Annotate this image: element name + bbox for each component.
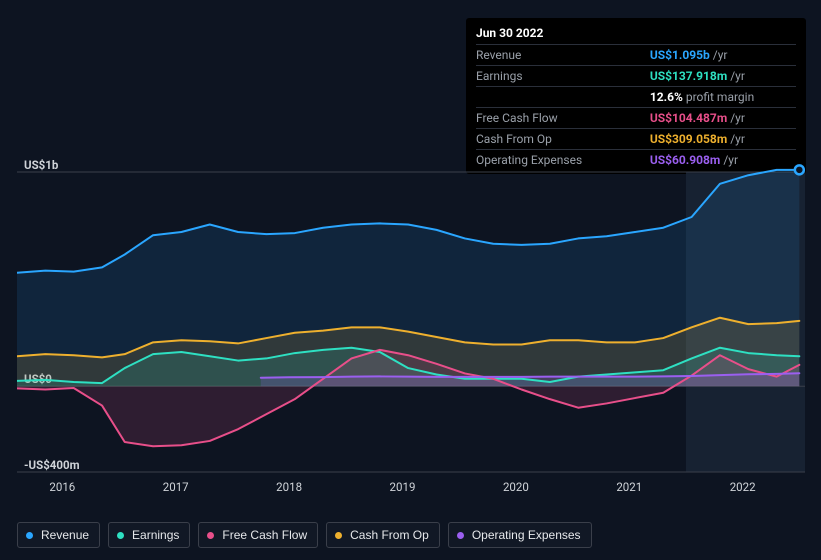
legend-dot-icon: [117, 532, 124, 539]
chart-tooltip: Jun 30 2022 RevenueUS$1.095b /yrEarnings…: [466, 18, 806, 174]
tooltip-row-value: US$309.058m /yr: [650, 129, 796, 150]
legend-dot-icon: [207, 532, 214, 539]
x-axis-label: 2016: [49, 480, 75, 494]
legend-dot-icon: [457, 532, 464, 539]
chart-area[interactable]: [17, 160, 805, 480]
legend-label: Operating Expenses: [472, 528, 581, 542]
tooltip-row-label: Cash From Op: [476, 129, 650, 150]
legend-toggle-revenue[interactable]: Revenue: [17, 522, 100, 548]
legend-toggle-fcf[interactable]: Free Cash Flow: [198, 522, 318, 548]
x-axis-label: 2021: [616, 480, 642, 494]
tooltip-date: Jun 30 2022: [476, 24, 796, 42]
tooltip-row-value: US$137.918m /yr: [650, 66, 796, 87]
legend-label: Cash From Op: [350, 528, 429, 542]
x-axis-label: 2020: [503, 480, 529, 494]
chart-legend: Revenue Earnings Free Cash Flow Cash From O…: [17, 522, 592, 548]
legend-toggle-cashop[interactable]: Cash From Op: [326, 522, 440, 548]
x-axis-label: 2018: [276, 480, 302, 494]
tooltip-row-value: US$104.487m /yr: [650, 108, 796, 129]
tooltip-row-value: 12.6% profit margin: [650, 87, 796, 108]
legend-label: Free Cash Flow: [222, 528, 307, 542]
line-chart-svg: [17, 160, 805, 480]
legend-toggle-opex[interactable]: Operating Expenses: [448, 522, 592, 548]
tooltip-row-label: [476, 87, 650, 108]
legend-label: Earnings: [132, 528, 179, 542]
tooltip-row-label: Free Cash Flow: [476, 108, 650, 129]
x-axis-label: 2017: [163, 480, 189, 494]
tooltip-row-label: Revenue: [476, 45, 650, 66]
legend-dot-icon: [335, 532, 342, 539]
x-axis-label: 2019: [390, 480, 416, 494]
x-axis-label: 2022: [730, 480, 756, 494]
tooltip-row-value: US$1.095b /yr: [650, 45, 796, 66]
legend-toggle-earnings[interactable]: Earnings: [108, 522, 190, 548]
legend-dot-icon: [26, 532, 33, 539]
tooltip-row-label: Earnings: [476, 66, 650, 87]
legend-label: Revenue: [41, 528, 89, 542]
